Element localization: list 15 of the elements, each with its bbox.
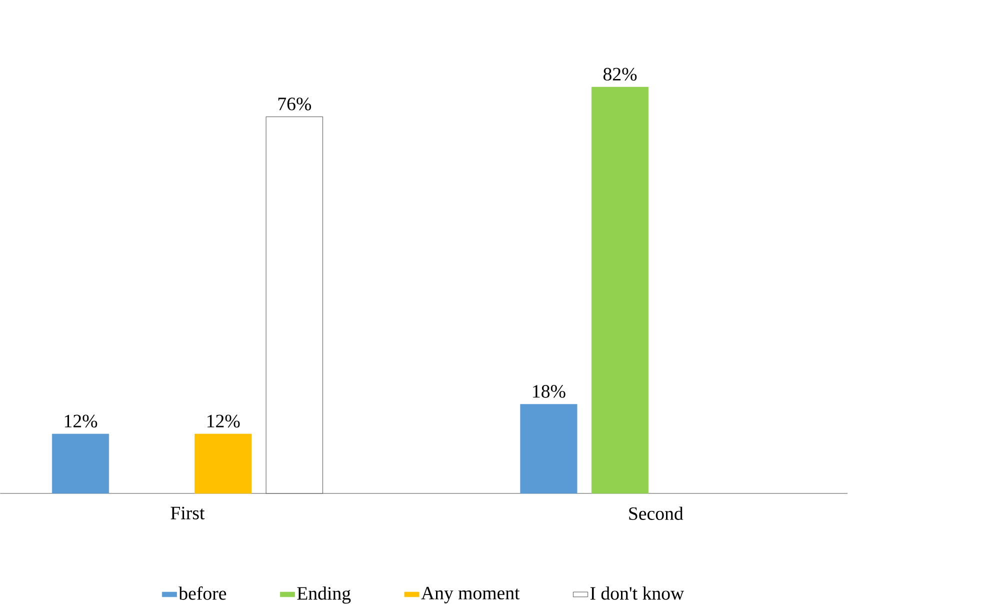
legend-label: I don't know	[590, 586, 684, 600]
bar	[194, 434, 252, 494]
x-tick-label: First	[170, 506, 205, 520]
data-label: 82%	[603, 68, 637, 81]
data-label: 12%	[208, 414, 240, 428]
x-tick-label: Second	[629, 506, 684, 520]
legend-label: before	[178, 586, 226, 600]
data-label: 76%	[278, 98, 312, 110]
bar	[591, 86, 649, 494]
data-label: 12%	[64, 414, 98, 428]
bar	[52, 434, 110, 494]
data-label: 18%	[533, 385, 566, 398]
legend-label: Ending	[297, 586, 351, 604]
bar	[520, 404, 578, 494]
legend-label: Any moment	[421, 586, 520, 604]
